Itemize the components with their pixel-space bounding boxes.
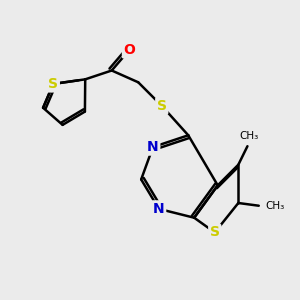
Text: CH₃: CH₃ [265,201,284,211]
Text: N: N [147,140,159,154]
Text: S: S [210,225,220,239]
Text: N: N [153,202,165,216]
Text: S: S [157,99,167,113]
Text: O: O [124,43,135,57]
Text: CH₃: CH₃ [239,131,259,141]
Text: S: S [48,77,58,91]
